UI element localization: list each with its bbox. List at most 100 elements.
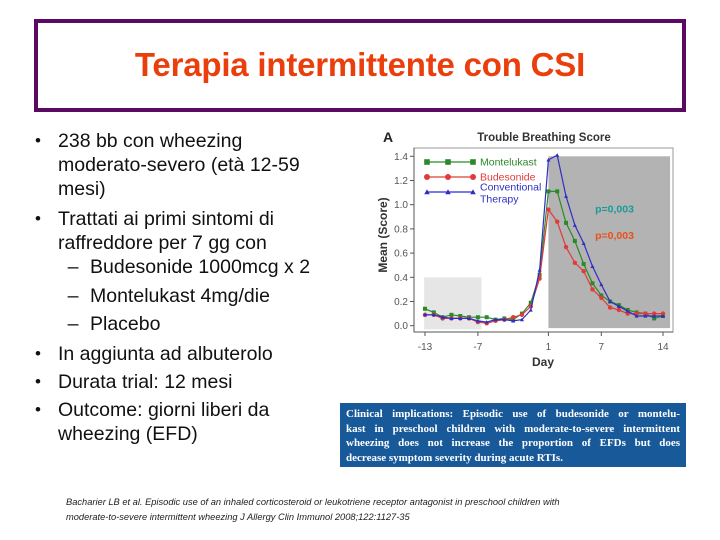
triangle-marker-icon xyxy=(449,316,454,321)
triangle-marker-icon xyxy=(431,312,436,317)
shaded-region xyxy=(424,277,482,330)
legend-label: Conventional xyxy=(480,182,541,194)
legend-label: Budesonide xyxy=(480,172,536,184)
triangle-marker-icon xyxy=(581,241,586,246)
circle-marker-icon xyxy=(445,174,451,180)
legend-label: Montelukast xyxy=(480,157,537,169)
triangle-marker-icon xyxy=(511,318,516,323)
triangle-marker-icon xyxy=(445,189,451,195)
square-marker-icon xyxy=(555,189,560,194)
bullet-dot-icon: • xyxy=(35,344,41,363)
square-marker-icon xyxy=(424,159,430,165)
square-marker-icon xyxy=(528,300,533,305)
bullet-dot-icon: • xyxy=(35,400,41,419)
triangle-marker-icon xyxy=(546,157,551,162)
circle-marker-icon xyxy=(616,307,622,313)
y-tick-label: 0.0 xyxy=(394,321,408,332)
triangle-marker-icon xyxy=(519,317,524,322)
triangle-marker-icon xyxy=(502,317,507,322)
x-tick-label: 1 xyxy=(546,342,552,353)
citation-text: Bacharier LB et al. Episodic use of an i… xyxy=(66,497,560,507)
square-marker-icon xyxy=(445,159,451,165)
y-tick-label: 0.6 xyxy=(394,249,408,260)
bullet-item: • Trattati ai primi sintomi di raffreddo… xyxy=(30,207,274,255)
bullet-dot-icon: • xyxy=(35,209,41,228)
square-marker-icon xyxy=(470,159,476,165)
sub-bullet-item: – Placebo xyxy=(64,312,161,336)
bullet-text: raffreddore per 7 gg con xyxy=(58,232,267,254)
x-tick-label: 7 xyxy=(599,342,605,353)
square-marker-icon xyxy=(449,312,454,317)
series-conventional-therapy xyxy=(423,153,665,324)
triangle-marker-icon xyxy=(467,316,472,321)
circle-marker-icon xyxy=(510,315,516,320)
y-tick-label: 0.4 xyxy=(394,273,408,284)
bullet-item: • 238 bb con wheezing moderato-severo (e… xyxy=(30,129,300,201)
circle-marker-icon xyxy=(634,311,639,316)
square-marker-icon xyxy=(546,189,551,194)
square-marker-icon xyxy=(590,281,595,286)
trouble-breathing-chart: 0.0 0.2 0.4 0.6 0.8 1.0 1.2 1.4 -13 -7 1 7 14 Monte… xyxy=(365,122,690,377)
sub-bullet-item: – Budesonide 1000mcg x 2 xyxy=(64,255,311,279)
title-box: Terapia intermittente con CSI xyxy=(34,19,686,112)
circle-marker-icon xyxy=(555,219,560,224)
clinical-implications-box: Clinical implications: Episodic use of b… xyxy=(340,403,686,467)
triangle-marker-icon xyxy=(528,307,533,312)
citation-text: moderate-to-severe intermittent wheezing… xyxy=(66,512,410,522)
chart-title: Trouble Breathing Score xyxy=(477,132,611,144)
circle-marker-icon xyxy=(651,311,657,316)
y-tick-label: 0.2 xyxy=(394,297,408,308)
triangle-marker-icon xyxy=(652,314,657,318)
circle-marker-icon xyxy=(660,311,666,316)
square-marker-icon xyxy=(599,293,604,298)
triangle-marker-icon xyxy=(599,282,604,287)
square-marker-icon xyxy=(475,315,480,320)
y-axis-ticks: 0.0 0.2 0.4 0.6 0.8 1.0 1.2 1.4 xyxy=(394,152,414,332)
bullet-item: • Outcome: giorni liberi da wheezing (EF… xyxy=(30,398,269,446)
triangle-marker-icon xyxy=(590,264,595,269)
x-axis-ticks: -13 -7 1 7 14 xyxy=(418,332,669,353)
annotations: p=0,003 p=0,003 xyxy=(595,203,634,242)
series-line xyxy=(424,190,664,321)
clinical-implications-text: Clinical implications: Episodic use of b… xyxy=(346,408,680,420)
series-group xyxy=(422,153,666,326)
square-marker-icon xyxy=(484,315,489,320)
y-axis-label: Mean (Score) xyxy=(376,197,390,272)
legend-label: Therapy xyxy=(480,194,519,206)
triangle-marker-icon xyxy=(537,268,542,272)
square-marker-icon xyxy=(423,306,427,311)
triangle-marker-icon xyxy=(458,316,463,321)
circle-marker-icon xyxy=(519,312,525,318)
x-tick-label: -13 xyxy=(418,342,433,353)
clinical-implications-text: wheezing does not increase the proportio… xyxy=(346,437,680,449)
triangle-marker-icon xyxy=(470,189,476,195)
p-value-annotation: p=0,003 xyxy=(595,203,634,215)
circle-marker-icon xyxy=(546,207,551,212)
bullet-text: moderato-severo (età 12-59 xyxy=(58,154,300,176)
triangle-marker-icon xyxy=(424,189,430,195)
circle-marker-icon xyxy=(581,269,586,274)
triangle-marker-icon xyxy=(555,153,560,157)
triangle-marker-icon xyxy=(625,309,630,313)
bullet-text: wheezing (EFD) xyxy=(58,423,198,445)
bullet-item: • In aggiunta ad albuterolo xyxy=(30,342,273,366)
circle-marker-icon xyxy=(599,295,604,301)
square-marker-icon xyxy=(572,239,577,243)
triangle-marker-icon xyxy=(608,299,613,304)
bullet-text: mesi) xyxy=(58,178,106,200)
bullet-text: Outcome: giorni liberi da xyxy=(58,399,270,421)
legend-item: Budesonide xyxy=(424,172,536,184)
x-axis-label: Day xyxy=(532,355,554,369)
square-marker-icon xyxy=(458,314,463,319)
panel-label: A xyxy=(383,129,393,145)
y-tick-label: 1.0 xyxy=(394,200,408,211)
sub-bullet-text: Budesonide 1000mcg x 2 xyxy=(90,256,311,278)
sub-bullet-text: Montelukast 4mg/die xyxy=(90,285,270,307)
bullet-text: In aggiunta ad albuterolo xyxy=(58,343,273,365)
circle-marker-icon xyxy=(424,174,430,180)
bullet-dot-icon: • xyxy=(35,372,41,391)
bullet-text: 238 bb con wheezing xyxy=(58,130,243,152)
